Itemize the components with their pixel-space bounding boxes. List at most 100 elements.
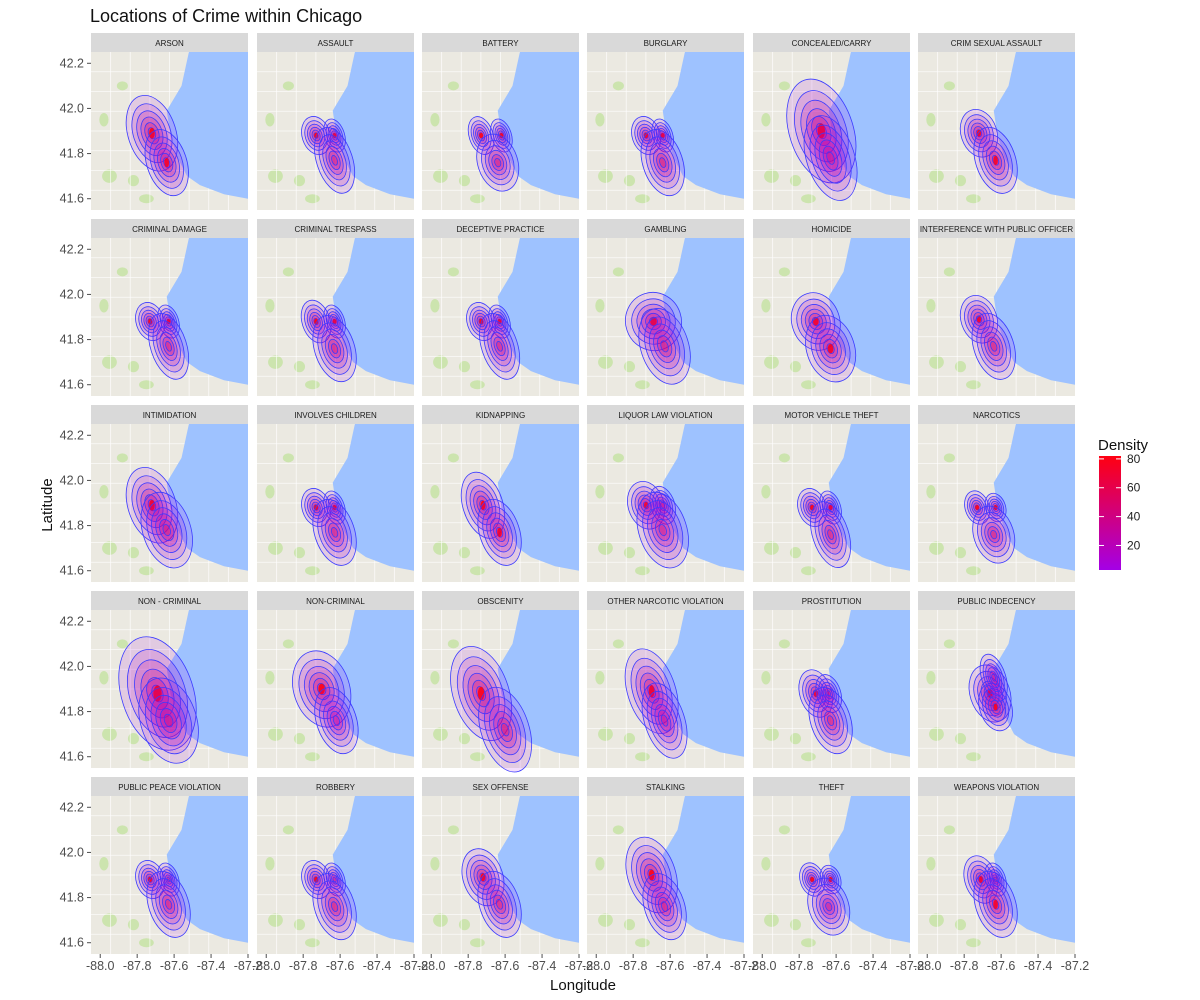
map-park — [99, 484, 109, 499]
density-contour — [163, 713, 174, 728]
density-contour — [317, 322, 352, 375]
facet-strip-label: WEAPONS VIOLATION — [954, 783, 1039, 792]
map-lake-michigan — [993, 610, 1075, 757]
density-contour — [480, 140, 515, 186]
facet-strip — [422, 777, 579, 796]
density-contour — [321, 512, 348, 553]
density-contour — [811, 884, 846, 930]
density-peak — [975, 505, 980, 511]
density-contour — [987, 526, 1001, 544]
map-park — [789, 919, 802, 931]
density-contour — [489, 889, 510, 919]
map-lake-michigan — [662, 610, 744, 757]
y-tick-label: 41.8 — [60, 705, 84, 719]
density-contour — [809, 124, 852, 192]
map-lake-michigan — [497, 796, 579, 943]
y-tick-label: 42.2 — [60, 428, 84, 442]
facet-strip — [257, 405, 414, 424]
facet-panel: OTHER NARCOTIC VIOLATION — [587, 591, 744, 768]
map-park — [447, 267, 459, 277]
density-contour — [487, 326, 512, 367]
map-park — [966, 194, 981, 204]
density-contour — [652, 490, 674, 521]
density-contour — [328, 896, 342, 917]
map-park — [116, 639, 128, 649]
facet-panel: CRIMINAL TRESPASS — [257, 219, 414, 396]
x-tick-label: -87.6 — [160, 959, 189, 973]
facet-strip — [91, 405, 248, 424]
density-peak — [993, 899, 998, 910]
y-tick-label: 42.0 — [60, 845, 84, 859]
map-park — [929, 355, 944, 369]
density-contour — [484, 696, 527, 763]
map-park — [102, 913, 117, 927]
density-contour — [803, 115, 858, 201]
map-park — [612, 825, 624, 835]
density-peak — [648, 685, 655, 698]
map-park — [447, 825, 459, 835]
map-park — [268, 355, 283, 369]
x-tick-label: -87.4 — [859, 959, 888, 973]
density-contour — [825, 901, 833, 912]
density-contour — [324, 517, 345, 547]
facet-strip-label: LIQUOR LAW VIOLATION — [618, 411, 712, 420]
map-park — [801, 566, 816, 576]
density-peak — [149, 127, 155, 139]
y-axis: 42.2 42.0 41.8 41.6 42.2 42.0 41.8 41.6 42.2 42.0… — [60, 56, 91, 950]
facet-strip — [587, 219, 744, 238]
map-park — [789, 547, 802, 559]
map-park — [139, 752, 154, 762]
density-contour — [328, 338, 342, 359]
facet-strip-label: HOMICIDE — [812, 225, 852, 234]
density-contour — [824, 710, 838, 731]
density-contour — [826, 715, 835, 726]
map-park — [433, 541, 448, 555]
map-park — [926, 670, 936, 685]
density-contour — [651, 886, 678, 927]
map-park — [954, 733, 967, 745]
map-park — [778, 81, 790, 91]
map-park — [116, 825, 128, 835]
legend-title: Density — [1098, 437, 1149, 454]
density-contour — [813, 694, 848, 747]
density-contour — [325, 866, 344, 893]
facet-panel: KIDNAPPING — [422, 405, 579, 582]
density-contour — [820, 706, 841, 736]
density-contour — [144, 687, 193, 755]
facet-strip — [587, 591, 744, 610]
density-contour — [990, 529, 998, 540]
x-tick-label: -88.0 — [748, 959, 777, 973]
map-park — [943, 825, 955, 835]
facet-panel: NON-CRIMINAL — [257, 591, 414, 768]
map-park — [268, 913, 283, 927]
x-tick-label: -87.6 — [987, 959, 1016, 973]
map-lake-michigan — [332, 796, 414, 943]
map-park — [102, 541, 117, 555]
facet-panel: STALKING — [587, 777, 744, 954]
x-tick-label: -88.0 — [252, 959, 281, 973]
facet-strip — [257, 591, 414, 610]
density-contour — [990, 341, 998, 352]
density-contour — [651, 513, 675, 547]
facet-strip-label: NON-CRIMINAL — [306, 597, 365, 606]
density-contour — [330, 343, 339, 354]
legend-tick-label: 40 — [1127, 510, 1141, 524]
density-contour — [807, 877, 851, 936]
density-contour — [478, 686, 533, 773]
map-park — [598, 169, 613, 183]
map-park — [116, 453, 128, 463]
density-contour — [328, 150, 341, 171]
facet-strip — [91, 777, 248, 796]
density-contour — [312, 873, 357, 941]
map-park — [926, 856, 936, 871]
map-park — [598, 355, 613, 369]
density-contour — [818, 139, 843, 177]
density-contour — [325, 145, 344, 175]
facet-strip-label: MOTOR VEHICLE THEFT — [785, 411, 879, 420]
x-tick-label: -88.0 — [913, 959, 942, 973]
facet-strip-label: ROBBERY — [316, 783, 356, 792]
density-contour — [151, 878, 186, 931]
density-contour — [165, 341, 172, 352]
x-tick-label: -87.4 — [363, 959, 392, 973]
